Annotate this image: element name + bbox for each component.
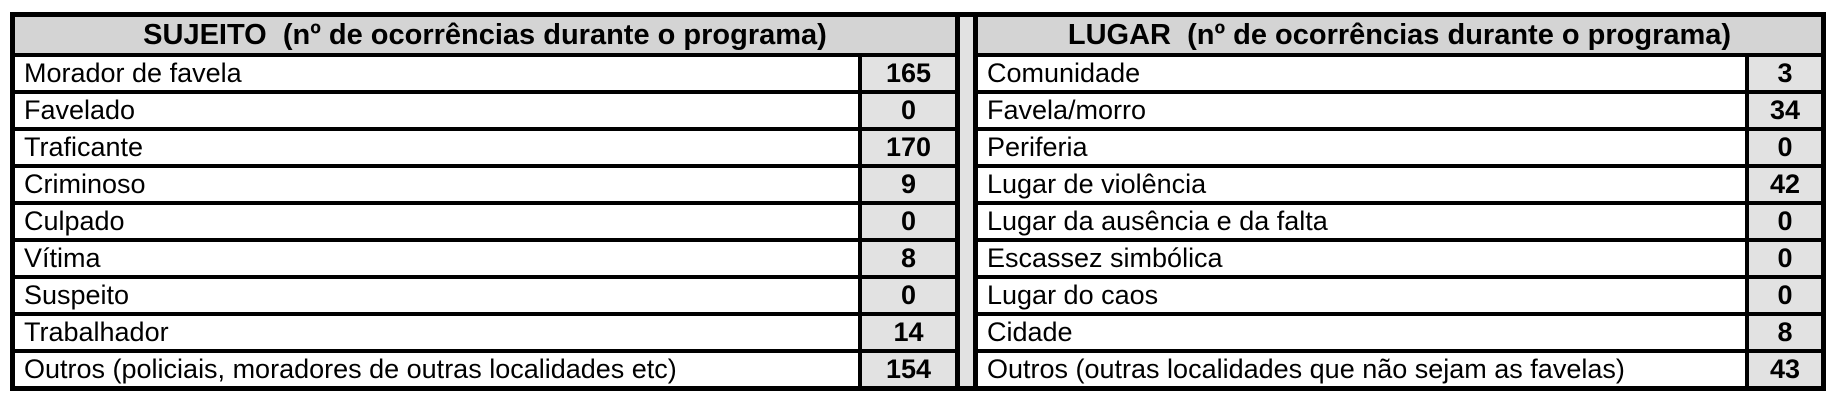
row-count: 0 xyxy=(858,94,955,127)
table-row: Cidade 8 xyxy=(978,312,1821,349)
table-row: Vítima 8 xyxy=(15,238,955,275)
row-count: 42 xyxy=(1745,168,1821,201)
row-count: 154 xyxy=(858,353,955,386)
row-count: 170 xyxy=(858,131,955,164)
row-count: 0 xyxy=(858,279,955,312)
row-count: 0 xyxy=(858,205,955,238)
table-row: Favelado 0 xyxy=(15,90,955,127)
table-gap-spacer xyxy=(960,12,973,391)
row-label: Escassez simbólica xyxy=(987,243,1223,273)
row-label: Criminoso xyxy=(24,169,146,199)
row-count: 0 xyxy=(1745,242,1821,275)
document-page: SUJEITO (nº de ocorrências durante o pro… xyxy=(10,12,1826,391)
sujeito-table: SUJEITO (nº de ocorrências durante o pro… xyxy=(10,12,960,391)
row-count: 0 xyxy=(1745,205,1821,238)
table-row: Lugar de violência 42 xyxy=(978,164,1821,201)
row-count: 9 xyxy=(858,168,955,201)
row-label: Favelado xyxy=(24,95,136,125)
row-label: Trabalhador xyxy=(24,317,169,347)
row-label: Lugar de violência xyxy=(987,169,1207,199)
table-row: Suspeito 0 xyxy=(15,275,955,312)
row-count: 43 xyxy=(1745,353,1821,386)
table-row: Traficante 170 xyxy=(15,127,955,164)
lugar-table-header: LUGAR (nº de ocorrências durante o progr… xyxy=(978,17,1821,53)
row-count: 165 xyxy=(858,57,955,90)
row-count: 0 xyxy=(1745,131,1821,164)
row-count: 8 xyxy=(1745,316,1821,349)
row-count: 8 xyxy=(858,242,955,275)
sujeito-table-header: SUJEITO (nº de ocorrências durante o pro… xyxy=(15,17,955,53)
row-label: Vítima xyxy=(24,243,101,273)
table-row: Culpado 0 xyxy=(15,201,955,238)
row-label: Culpado xyxy=(24,206,125,236)
row-label: Cidade xyxy=(987,317,1073,347)
row-count: 0 xyxy=(1745,279,1821,312)
row-count: 14 xyxy=(858,316,955,349)
table-row: Morador de favela 165 xyxy=(15,53,955,90)
table-row: Outros (outras localidades que não sejam… xyxy=(978,349,1821,386)
row-label: Outros (outras localidades que não sejam… xyxy=(987,354,1625,384)
row-label: Outros (policiais, moradores de outras l… xyxy=(24,354,677,384)
row-label: Comunidade xyxy=(987,58,1141,88)
table-row: Outros (policiais, moradores de outras l… xyxy=(15,349,955,386)
table-row: Periferia 0 xyxy=(978,127,1821,164)
table-row: Lugar da ausência e da falta 0 xyxy=(978,201,1821,238)
row-label: Lugar da ausência e da falta xyxy=(987,206,1328,236)
row-label: Lugar do caos xyxy=(987,280,1159,310)
row-label: Periferia xyxy=(987,132,1088,162)
lugar-table: LUGAR (nº de ocorrências durante o progr… xyxy=(973,12,1826,391)
table-row: Lugar do caos 0 xyxy=(978,275,1821,312)
table-row: Trabalhador 14 xyxy=(15,312,955,349)
row-label: Traficante xyxy=(24,132,144,162)
table-row: Comunidade 3 xyxy=(978,53,1821,90)
row-label: Morador de favela xyxy=(24,58,242,88)
table-row: Favela/morro 34 xyxy=(978,90,1821,127)
table-row: Criminoso 9 xyxy=(15,164,955,201)
row-label: Suspeito xyxy=(24,280,130,310)
row-count: 3 xyxy=(1745,57,1821,90)
row-count: 34 xyxy=(1745,94,1821,127)
table-row: Escassez simbólica 0 xyxy=(978,238,1821,275)
row-label: Favela/morro xyxy=(987,95,1147,125)
